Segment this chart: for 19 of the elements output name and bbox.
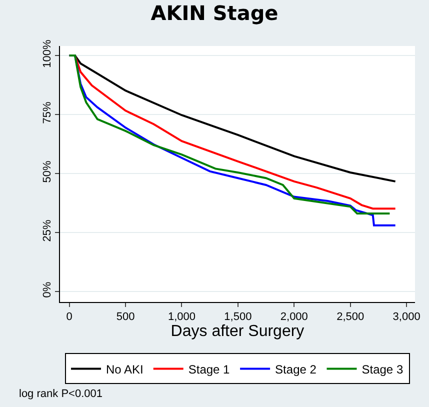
x-tick-label: 2,500 — [336, 311, 364, 324]
text: log rank P<0.001 — [19, 388, 102, 400]
legend-label: Stage 3 — [362, 362, 404, 376]
x-tick-label: 1,000 — [168, 311, 196, 324]
x-tick-label: 2,000 — [280, 311, 308, 324]
x-tick-label: 500 — [116, 311, 135, 324]
x-tick-label: 3,000 — [392, 311, 420, 324]
chart-title: AKIN Stage — [150, 1, 278, 26]
legend-label: Stage 1 — [188, 362, 230, 376]
legend-label: Stage 2 — [275, 362, 317, 376]
y-tick-label: 100% — [42, 40, 54, 68]
legend-label: No AKI — [106, 362, 144, 376]
x-axis-title: Days after Surgery — [170, 323, 304, 340]
x-tick-label: 0 — [66, 311, 72, 324]
y-tick-label: 0% — [42, 282, 54, 298]
y-tick-label: 75% — [42, 102, 54, 124]
x-tick-label: 1,500 — [224, 311, 252, 324]
y-tick-label: 25% — [42, 220, 54, 242]
y-tick-label: 50% — [42, 160, 54, 183]
